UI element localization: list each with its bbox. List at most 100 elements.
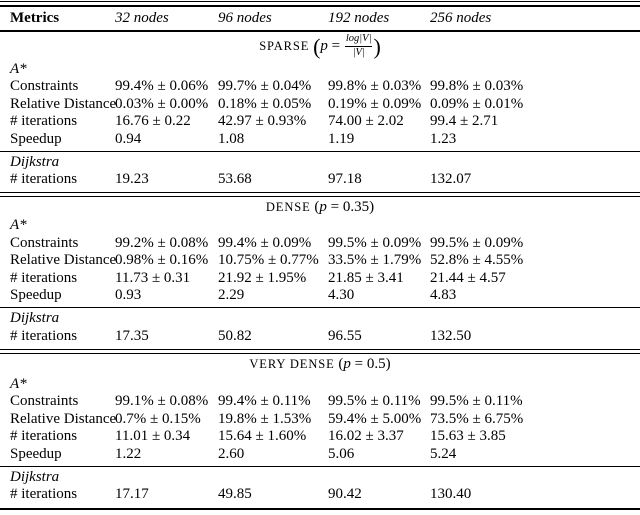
- paren-close: ): [369, 198, 375, 215]
- value-cell-32-nodes: 0.7% ± 0.15%: [115, 410, 201, 427]
- row-label: Relative Distance: [10, 95, 117, 112]
- value-cell-96-nodes: 99.4% ± 0.09%: [218, 234, 312, 251]
- row-label: Speedup: [10, 287, 62, 304]
- value-cell-32-nodes: 17.35: [115, 327, 149, 344]
- value-cell-192-nodes: 99.5% ± 0.11%: [328, 393, 421, 410]
- paren-open: (: [338, 356, 344, 372]
- param-value: 0.5: [366, 356, 386, 372]
- value-cell-256-nodes: 130.40: [430, 486, 472, 503]
- param-variable: p: [320, 37, 328, 54]
- section-heading-dense: DENSE (p = 0.35): [0, 197, 640, 217]
- param-variable: p: [343, 356, 351, 372]
- table-row: Relative Distance 0.7% ± 0.15% 19.8% ± 1.5…: [0, 411, 640, 429]
- value-cell-192-nodes: 99.8% ± 0.03%: [328, 78, 422, 95]
- value-cell-32-nodes: 11.73 ± 0.31: [115, 269, 191, 286]
- table-header-row: Metrics 32 nodes 96 nodes 192 nodes 256 …: [0, 7, 640, 30]
- value-cell-32-nodes: 99.1% ± 0.08%: [115, 393, 209, 410]
- table-bottom-rule: [0, 507, 640, 510]
- paren-open: (: [314, 198, 320, 215]
- column-header-32-nodes: 32 nodes: [115, 9, 169, 26]
- fraction: log|V| |V|: [344, 33, 373, 58]
- value-cell-32-nodes: 19.23: [115, 171, 149, 188]
- section-title: DENSE: [265, 199, 311, 214]
- value-cell-96-nodes: 1.08: [218, 130, 245, 147]
- section-sparse: SPARSE (p = log|V| |V|) A* Constraints 99.4%…: [0, 32, 640, 189]
- column-header-256-nodes: 256 nodes: [430, 9, 492, 26]
- group-label: A*: [10, 60, 27, 77]
- table-row: Speedup 0.94 1.08 1.19 1.23: [0, 131, 640, 149]
- group-label: A*: [10, 217, 27, 234]
- value-cell-96-nodes: 2.60: [218, 445, 245, 462]
- column-header-metrics: Metrics: [10, 9, 60, 26]
- row-label: Constraints: [10, 78, 79, 95]
- value-cell-192-nodes: 0.19% ± 0.09%: [328, 95, 422, 112]
- row-label: # iterations: [10, 428, 78, 445]
- value-cell-32-nodes: 16.76 ± 0.22: [115, 113, 191, 130]
- value-cell-192-nodes: 99.5% ± 0.09%: [328, 234, 422, 251]
- row-label: Speedup: [10, 445, 62, 462]
- group-label-row: A*: [0, 376, 640, 394]
- value-cell-192-nodes: 4.30: [328, 287, 355, 304]
- row-label: Relative Distance: [10, 410, 117, 427]
- table-row: # iterations 16.76 ± 0.22 42.97 ± 0.93% 74.…: [0, 113, 640, 131]
- row-label: # iterations: [10, 269, 78, 286]
- column-header-96-nodes: 96 nodes: [218, 9, 272, 26]
- value-cell-256-nodes: 52.8% ± 4.55%: [430, 252, 524, 269]
- group-label-row: A*: [0, 61, 640, 79]
- row-label: Constraints: [10, 234, 79, 251]
- table-row: Speedup 1.22 2.60 5.06 5.24: [0, 446, 640, 464]
- section-very-dense: VERY DENSE (p = 0.5) A* Constraints 99.1% ±…: [0, 354, 640, 504]
- value-cell-256-nodes: 99.8% ± 0.03%: [430, 78, 524, 95]
- group-label-row: Dijkstra: [0, 469, 640, 487]
- value-cell-192-nodes: 90.42: [328, 486, 362, 503]
- value-cell-96-nodes: 49.85: [218, 486, 252, 503]
- value-cell-256-nodes: 4.83: [430, 287, 457, 304]
- value-cell-192-nodes: 16.02 ± 3.37: [328, 428, 404, 445]
- table-row: # iterations 17.17 49.85 90.42 130.40: [0, 486, 640, 504]
- value-cell-32-nodes: 11.01 ± 0.34: [115, 428, 191, 445]
- table-row: Speedup 0.93 2.29 4.30 4.83: [0, 287, 640, 305]
- value-cell-96-nodes: 50.82: [218, 327, 252, 344]
- fraction-denominator: |V|: [352, 47, 365, 58]
- table-row: Constraints 99.1% ± 0.08% 99.4% ± 0.11% 99.…: [0, 393, 640, 411]
- row-label: Speedup: [10, 130, 62, 147]
- row-label: Constraints: [10, 393, 79, 410]
- table-row: Relative Distance 0.98% ± 0.16% 10.75% ± 0…: [0, 252, 640, 270]
- value-cell-192-nodes: 33.5% ± 1.79%: [328, 252, 422, 269]
- value-cell-256-nodes: 1.23: [430, 130, 457, 147]
- value-cell-192-nodes: 74.00 ± 2.02: [328, 113, 404, 130]
- row-label: # iterations: [10, 486, 78, 503]
- value-cell-96-nodes: 99.7% ± 0.04%: [218, 78, 312, 95]
- value-cell-96-nodes: 2.29: [218, 287, 245, 304]
- value-cell-32-nodes: 0.93: [115, 287, 142, 304]
- group-label-row: Dijkstra: [0, 310, 640, 328]
- section-divider-rule: [0, 348, 640, 354]
- value-cell-32-nodes: 0.03% ± 0.00%: [115, 95, 209, 112]
- section-dense: DENSE (p = 0.35) A* Constraints 99.2% ± 0.0…: [0, 197, 640, 345]
- group-divider-rule: [0, 150, 640, 152]
- value-cell-192-nodes: 1.19: [328, 130, 355, 147]
- table-row: # iterations 17.35 50.82 96.55 132.50: [0, 328, 640, 346]
- section-heading-sparse: SPARSE (p = log|V| |V|): [259, 33, 381, 59]
- table-row: # iterations 11.73 ± 0.31 21.92 ± 1.95% 21.…: [0, 270, 640, 288]
- equals-sign: =: [350, 356, 367, 372]
- fraction-numerator: log|V|: [344, 33, 373, 47]
- section-title: SPARSE: [259, 38, 310, 53]
- table-row: Constraints 99.2% ± 0.08% 99.4% ± 0.09% 99.…: [0, 235, 640, 253]
- row-label: # iterations: [10, 327, 78, 344]
- table-row: # iterations 11.01 ± 0.34 15.64 ± 1.60% 16.…: [0, 428, 640, 446]
- value-cell-192-nodes: 5.06: [328, 445, 355, 462]
- group-label: Dijkstra: [10, 153, 60, 170]
- value-cell-256-nodes: 21.44 ± 4.57: [430, 269, 506, 286]
- row-label: # iterations: [10, 113, 78, 130]
- table-row: Constraints 99.4% ± 0.06% 99.7% ± 0.04% 99.…: [0, 78, 640, 96]
- value-cell-32-nodes: 0.94: [115, 130, 142, 147]
- value-cell-96-nodes: 15.64 ± 1.60%: [218, 428, 307, 445]
- value-cell-256-nodes: 99.5% ± 0.11%: [430, 393, 523, 410]
- equals-sign: =: [326, 198, 343, 215]
- group-divider-rule: [0, 307, 640, 308]
- value-cell-96-nodes: 53.68: [218, 171, 252, 188]
- value-cell-256-nodes: 99.4 ± 2.71: [430, 113, 499, 130]
- value-cell-192-nodes: 21.85 ± 3.41: [328, 269, 404, 286]
